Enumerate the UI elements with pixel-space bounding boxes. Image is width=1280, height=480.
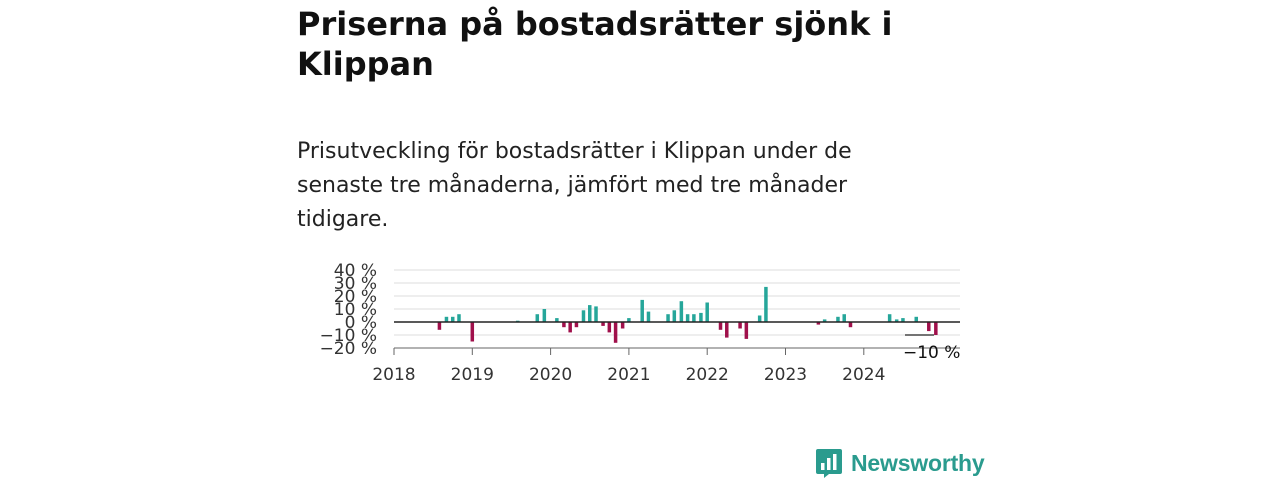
x-tick-label: 2023	[764, 365, 807, 385]
chart-title: Priserna på bostadsrätter sjönk i Klippa…	[297, 5, 893, 83]
bar	[568, 322, 572, 333]
x-tick-label: 2021	[607, 365, 650, 385]
newsworthy-logo-text: Newsworthy	[851, 449, 985, 476]
y-tick-label: −10 %	[320, 326, 377, 346]
bar	[444, 316, 449, 322]
newsworthy-logo: Newsworthy	[815, 447, 985, 479]
bar	[836, 316, 840, 322]
bar	[588, 305, 592, 322]
bar	[437, 322, 442, 330]
bar	[601, 322, 605, 326]
bar	[842, 314, 846, 322]
bar	[672, 310, 677, 322]
bar	[457, 314, 461, 322]
bar	[738, 322, 742, 329]
bar	[934, 322, 938, 335]
bar	[574, 322, 579, 328]
bar	[692, 314, 696, 322]
bar	[887, 314, 892, 322]
bar	[894, 319, 899, 322]
x-tick-label: 2020	[529, 365, 572, 385]
x-tick-label: 2019	[451, 365, 494, 385]
bar	[816, 322, 821, 325]
newsworthy-logo-icon	[816, 449, 842, 478]
chart-subtitle: Prisutveckling för bostadsrätter i Klipp…	[297, 139, 852, 232]
bar	[764, 286, 768, 322]
bar	[594, 306, 598, 322]
bar	[914, 316, 919, 322]
bar	[562, 322, 566, 328]
y-tick-label: 0 %	[345, 313, 377, 333]
bar	[613, 322, 618, 343]
bar	[470, 322, 475, 342]
bar	[927, 322, 931, 332]
bar	[542, 309, 547, 322]
x-tick-label: 2022	[686, 365, 729, 385]
bar	[620, 322, 625, 329]
bar	[581, 310, 586, 322]
bar	[744, 322, 749, 339]
y-tick-label: 20 %	[334, 287, 377, 307]
bar	[718, 322, 723, 330]
y-tick-label: −20 %	[320, 339, 377, 359]
bar	[848, 322, 853, 328]
bar	[679, 301, 684, 322]
bar	[699, 312, 703, 322]
x-tick-label: 2018	[372, 365, 415, 385]
x-tick-label: 2024	[842, 365, 885, 385]
bar	[901, 318, 905, 322]
bar	[666, 314, 670, 322]
last-value-annotation: −10 %	[903, 343, 960, 363]
y-tick-label: 10 %	[334, 300, 377, 320]
bar	[685, 314, 690, 322]
bar	[640, 299, 644, 322]
y-tick-label: 30 %	[334, 274, 377, 294]
bar	[627, 318, 631, 322]
bar	[646, 311, 651, 322]
bar	[705, 302, 709, 322]
bar	[607, 322, 612, 333]
bar	[555, 318, 559, 322]
y-tick-label: 40 %	[334, 261, 377, 281]
bar	[450, 316, 455, 322]
bar	[535, 314, 540, 322]
bar	[757, 315, 762, 322]
bar	[725, 322, 729, 338]
bar	[822, 319, 827, 322]
